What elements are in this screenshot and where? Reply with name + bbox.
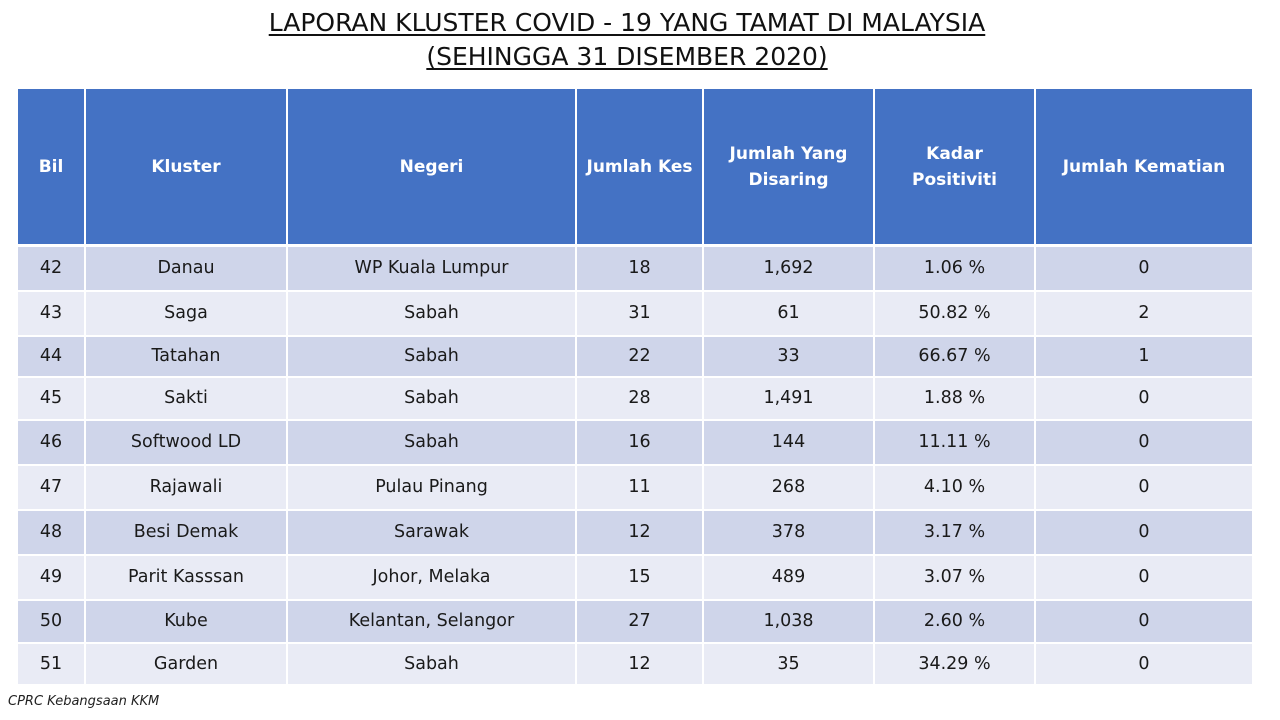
- cell-jumlah-disaring: 1,692: [703, 245, 875, 292]
- table-row: 44 Tatahan Sabah 22 33 66.67 % 1: [18, 335, 1252, 378]
- cell-jumlah-disaring: 489: [703, 554, 875, 601]
- table-row: 45 Sakti Sabah 28 1,491 1.88 % 0: [18, 376, 1252, 421]
- table-row: 51 Garden Sabah 12 35 34.29 % 0: [18, 642, 1252, 686]
- cell-negeri: Kelantan, Selangor: [287, 599, 577, 644]
- cell-negeri: Sabah: [287, 290, 577, 337]
- cell-jumlah-kes: 22: [576, 335, 704, 378]
- report-title: LAPORAN KLUSTER COVID - 19 YANG TAMAT DI…: [0, 6, 1254, 74]
- cell-bil: 44: [18, 335, 86, 378]
- title-line-1: LAPORAN KLUSTER COVID - 19 YANG TAMAT DI…: [268, 8, 986, 37]
- cell-kadar-positiviti: 3.17 %: [874, 509, 1036, 556]
- cell-bil: 45: [18, 376, 86, 421]
- cell-bil: 42: [18, 245, 86, 292]
- cell-kluster: Saga: [85, 290, 288, 337]
- cell-bil: 46: [18, 419, 86, 466]
- header-kadar-positiviti: Kadar Positiviti: [874, 89, 1036, 247]
- cell-bil: 48: [18, 509, 86, 556]
- cell-negeri: Pulau Pinang: [287, 464, 577, 511]
- cell-bil: 47: [18, 464, 86, 511]
- table-row: 48 Besi Demak Sarawak 12 378 3.17 % 0: [18, 509, 1252, 556]
- source-note: CPRC Kebangsaan KKM: [8, 694, 160, 709]
- table-body: 42 Danau WP Kuala Lumpur 18 1,692 1.06 % 0 43 Sa…: [18, 245, 1252, 686]
- cell-jumlah-disaring: 1,491: [703, 376, 875, 421]
- cell-kluster: Rajawali: [85, 464, 288, 511]
- cell-jumlah-disaring: 1,038: [703, 599, 875, 644]
- cell-bil: 51: [18, 642, 86, 686]
- cell-kadar-positiviti: 50.82 %: [874, 290, 1036, 337]
- cell-negeri: Sabah: [287, 335, 577, 378]
- cell-jumlah-disaring: 144: [703, 419, 875, 466]
- cell-kluster: Besi Demak: [85, 509, 288, 556]
- cell-negeri: Sabah: [287, 642, 577, 686]
- cell-jumlah-kes: 27: [576, 599, 704, 644]
- cell-negeri: Sarawak: [287, 509, 577, 556]
- header-jumlah-disaring: Jumlah Yang Disaring: [703, 89, 875, 247]
- cell-jumlah-kematian: 0: [1035, 642, 1252, 686]
- cell-negeri: Johor, Melaka: [287, 554, 577, 601]
- cell-jumlah-kes: 16: [576, 419, 704, 466]
- cell-kluster: Garden: [85, 642, 288, 686]
- title-line-2: (SEHINGGA 31 DISEMBER 2020): [426, 42, 828, 71]
- cell-jumlah-disaring: 61: [703, 290, 875, 337]
- cell-jumlah-kematian: 0: [1035, 419, 1252, 466]
- cell-jumlah-kematian: 0: [1035, 554, 1252, 601]
- cell-jumlah-kematian: 2: [1035, 290, 1252, 337]
- cell-jumlah-kes: 15: [576, 554, 704, 601]
- cell-kadar-positiviti: 11.11 %: [874, 419, 1036, 466]
- cell-kadar-positiviti: 34.29 %: [874, 642, 1036, 686]
- table-row: 46 Softwood LD Sabah 16 144 11.11 % 0: [18, 419, 1252, 466]
- table-row: 47 Rajawali Pulau Pinang 11 268 4.10 % 0: [18, 464, 1252, 511]
- cell-kadar-positiviti: 2.60 %: [874, 599, 1036, 644]
- cell-kluster: Kube: [85, 599, 288, 644]
- cell-jumlah-kematian: 0: [1035, 509, 1252, 556]
- table-row: 42 Danau WP Kuala Lumpur 18 1,692 1.06 % 0: [18, 245, 1252, 292]
- cell-bil: 43: [18, 290, 86, 337]
- cell-jumlah-kes: 28: [576, 376, 704, 421]
- cell-bil: 49: [18, 554, 86, 601]
- cluster-table: Bil Kluster Negeri Jumlah Kes Jumlah Yan…: [18, 89, 1252, 686]
- cell-negeri: WP Kuala Lumpur: [287, 245, 577, 292]
- header-jumlah-kematian: Jumlah Kematian: [1035, 89, 1252, 247]
- cell-negeri: Sabah: [287, 419, 577, 466]
- cell-jumlah-disaring: 35: [703, 642, 875, 686]
- header-bil: Bil: [18, 89, 86, 247]
- cell-bil: 50: [18, 599, 86, 644]
- cell-jumlah-kes: 18: [576, 245, 704, 292]
- table-header-row: Bil Kluster Negeri Jumlah Kes Jumlah Yan…: [18, 89, 1252, 247]
- cell-kadar-positiviti: 1.06 %: [874, 245, 1036, 292]
- cell-kadar-positiviti: 66.67 %: [874, 335, 1036, 378]
- table-row: 49 Parit Kasssan Johor, Melaka 15 489 3.07 % 0: [18, 554, 1252, 601]
- cell-kadar-positiviti: 1.88 %: [874, 376, 1036, 421]
- cell-kluster: Softwood LD: [85, 419, 288, 466]
- cell-jumlah-kes: 12: [576, 509, 704, 556]
- cell-jumlah-kematian: 0: [1035, 376, 1252, 421]
- cell-jumlah-disaring: 33: [703, 335, 875, 378]
- header-jumlah-kes: Jumlah Kes: [576, 89, 704, 247]
- cell-jumlah-disaring: 268: [703, 464, 875, 511]
- cell-kluster: Danau: [85, 245, 288, 292]
- cell-jumlah-kematian: 0: [1035, 464, 1252, 511]
- cell-jumlah-kes: 31: [576, 290, 704, 337]
- header-kluster: Kluster: [85, 89, 288, 247]
- cell-jumlah-kematian: 1: [1035, 335, 1252, 378]
- header-negeri: Negeri: [287, 89, 577, 247]
- cell-negeri: Sabah: [287, 376, 577, 421]
- cell-kluster: Parit Kasssan: [85, 554, 288, 601]
- cell-jumlah-disaring: 378: [703, 509, 875, 556]
- cell-jumlah-kematian: 0: [1035, 599, 1252, 644]
- cell-jumlah-kes: 11: [576, 464, 704, 511]
- cell-kluster: Tatahan: [85, 335, 288, 378]
- cell-jumlah-kematian: 0: [1035, 245, 1252, 292]
- table-row: 50 Kube Kelantan, Selangor 27 1,038 2.60 % 0: [18, 599, 1252, 644]
- cell-kadar-positiviti: 3.07 %: [874, 554, 1036, 601]
- cell-jumlah-kes: 12: [576, 642, 704, 686]
- cell-kadar-positiviti: 4.10 %: [874, 464, 1036, 511]
- table-row: 43 Saga Sabah 31 61 50.82 % 2: [18, 290, 1252, 337]
- cell-kluster: Sakti: [85, 376, 288, 421]
